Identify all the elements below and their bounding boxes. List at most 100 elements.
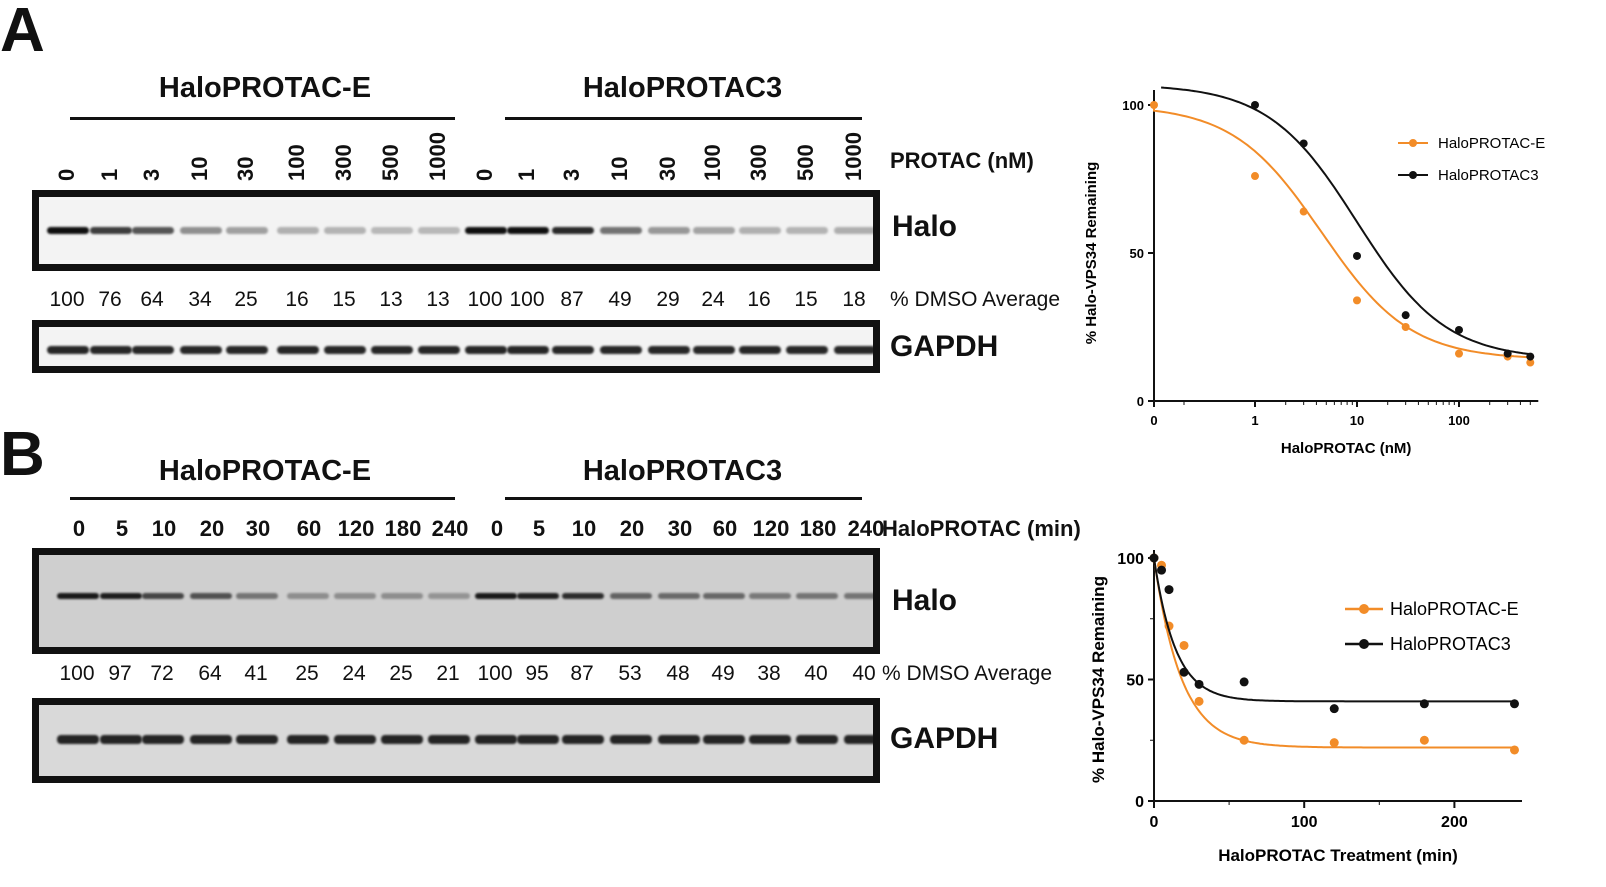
blot-band xyxy=(287,593,329,599)
blot-band xyxy=(100,735,142,744)
data-point xyxy=(1353,296,1361,305)
panel-b-lane-label: 180 xyxy=(384,516,422,541)
panel-b-letter: B xyxy=(0,420,45,489)
panel-a-pct-value: 15 xyxy=(794,288,818,311)
panel-b-pct-value: 95 xyxy=(525,662,549,685)
panel-b-pct-value: 24 xyxy=(342,662,366,685)
y-tick-label: 100 xyxy=(1117,551,1144,568)
blot-band xyxy=(100,593,142,599)
panel-a-group-line-e xyxy=(70,117,455,120)
panel-b-pct-value: 40 xyxy=(852,662,876,685)
panel-a-lane-label: 10 xyxy=(607,156,632,181)
data-point xyxy=(1157,565,1167,575)
blot-band xyxy=(90,227,132,234)
data-point xyxy=(1526,352,1535,361)
panel-b-pct-value: 87 xyxy=(570,662,594,685)
blot-band xyxy=(47,346,89,354)
panel-a-lane-label: 500 xyxy=(378,144,403,181)
fit-curve-halo3 xyxy=(1153,557,1515,703)
panel-b-group-label-e: HaloPROTAC-E xyxy=(158,455,372,487)
blot-band xyxy=(226,346,268,354)
blot-band xyxy=(226,227,268,234)
data-point xyxy=(1194,696,1204,706)
panel-b-lane-label: 0 xyxy=(490,516,504,541)
panel-a-halo-blot xyxy=(32,190,880,271)
data-point xyxy=(1239,677,1249,687)
x-tick-label: 0 xyxy=(1150,413,1157,428)
data-point xyxy=(1509,745,1519,755)
panel-b-lane-label: 180 xyxy=(799,516,837,541)
panel-a-pct-value: 76 xyxy=(98,288,122,311)
data-point xyxy=(1503,349,1512,358)
panel-a-pct-value: 15 xyxy=(332,288,356,311)
blot-band xyxy=(142,735,184,744)
panel-b-lane-label: 240 xyxy=(847,516,885,541)
fit-curve-halo3 xyxy=(1161,86,1533,356)
data-point xyxy=(1455,349,1463,358)
legend-label: HaloPROTAC-E xyxy=(1438,135,1545,152)
blot-band xyxy=(381,735,423,744)
blot-band xyxy=(610,735,652,744)
panel-b-lane-label: 5 xyxy=(115,516,129,541)
panel-b-lane-label: 10 xyxy=(571,516,597,541)
blot-band xyxy=(610,593,652,599)
legend-marker xyxy=(1409,139,1417,147)
x-axis-title: HaloPROTAC (nM) xyxy=(1281,440,1412,457)
panel-b-halo-blot xyxy=(32,548,880,654)
panel-a-lane-label: 30 xyxy=(233,156,258,181)
blot-band xyxy=(381,593,423,599)
panel-b-pct-value: 25 xyxy=(389,662,413,685)
panel-a-lane-label: 0 xyxy=(472,168,497,181)
data-point xyxy=(1526,358,1535,367)
blot-band xyxy=(749,593,791,599)
panel-b-lane-label: 60 xyxy=(712,516,738,541)
panel-b-pct-value: 49 xyxy=(711,662,735,685)
legend-label: HaloPROTAC3 xyxy=(1438,167,1539,184)
panel-b-pct-row-title: % DMSO Average xyxy=(882,662,1053,685)
legend-label: HaloPROTAC3 xyxy=(1390,634,1511,654)
panel-a-group-label-3: HaloPROTAC3 xyxy=(582,72,783,104)
panel-a-lane-label: 300 xyxy=(331,144,356,181)
panel-a-pct-value: 100 xyxy=(467,288,503,311)
blot-band xyxy=(324,346,366,354)
panel-b-pct-value: 48 xyxy=(666,662,690,685)
panel-b-pct-value: 40 xyxy=(804,662,828,685)
blot-band xyxy=(507,227,549,234)
panel-b-pct-value: 41 xyxy=(244,662,268,685)
blot-band xyxy=(693,346,735,354)
blot-band xyxy=(57,735,99,744)
data-point xyxy=(1194,679,1204,689)
blot-band xyxy=(658,593,700,599)
panel-b-pct-value: 72 xyxy=(150,662,174,685)
data-point xyxy=(1149,553,1159,563)
x-tick-label: 100 xyxy=(1448,413,1470,428)
blot-band xyxy=(693,227,735,234)
panel-a-lane-label: 3 xyxy=(139,168,164,181)
legend-label: HaloPROTAC-E xyxy=(1390,599,1519,619)
y-tick-label: 0 xyxy=(1137,394,1144,409)
panel-b-lane-label: 10 xyxy=(151,516,177,541)
data-point xyxy=(1419,735,1429,745)
blot-band xyxy=(475,593,517,599)
blot-band xyxy=(648,227,690,234)
y-axis-title: % Halo-VPS34 Remaining xyxy=(1089,576,1108,783)
panel-a-lane-label: 500 xyxy=(793,144,818,181)
panel-b-pct-value: 64 xyxy=(198,662,222,685)
x-tick-label: 100 xyxy=(1291,814,1318,831)
panel-a-pct-value: 100 xyxy=(509,288,545,311)
blot-band xyxy=(132,346,174,354)
panel-a-dose-response-chart: 0 50 100 0 1 10 100 HaloPROTAC (nM) % Halo-VPS34… xyxy=(1083,86,1545,457)
data-point xyxy=(1509,699,1519,709)
panel-b-pct-value: 21 xyxy=(436,662,460,685)
panel-a-pct-value: 29 xyxy=(656,288,680,311)
panel-a-pct-value: 13 xyxy=(379,288,403,311)
panel-a-gapdh-blot xyxy=(32,320,880,373)
panel-a-conc-row-title: PROTAC (nM) xyxy=(890,148,1034,173)
panel-a-group-line-3 xyxy=(505,117,862,120)
blot-band xyxy=(428,735,470,744)
x-tick-label: 200 xyxy=(1441,814,1468,831)
panel-b-halo-label: Halo xyxy=(892,584,958,617)
panel-b-gapdh-label: GAPDH xyxy=(890,722,999,755)
data-point xyxy=(1164,585,1174,595)
panel-a-pct-value: 16 xyxy=(747,288,771,311)
